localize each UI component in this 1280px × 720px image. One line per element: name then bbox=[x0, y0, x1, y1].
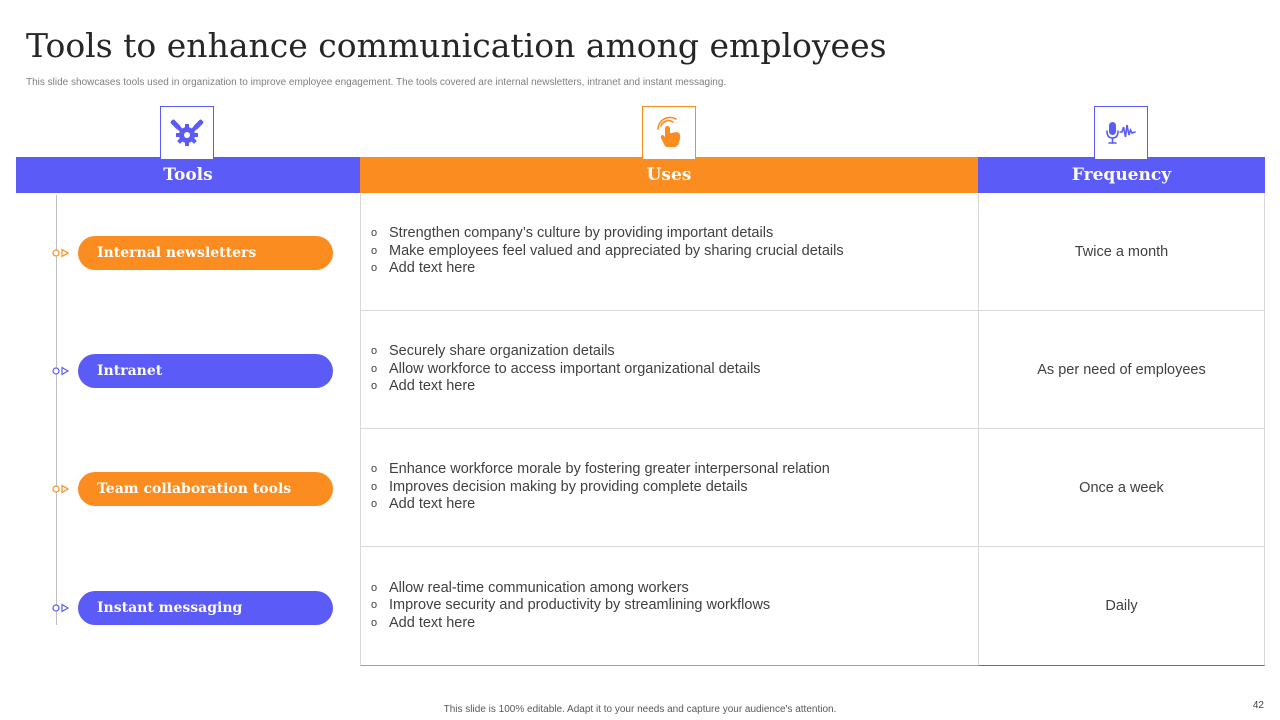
uses-list: o Securely share organization details o Al… bbox=[371, 343, 761, 396]
uses-icon-box bbox=[642, 106, 696, 160]
list-item: o Add text here bbox=[371, 614, 476, 631]
list-item: o Strengthen company’s culture by providi… bbox=[371, 225, 774, 242]
uses-column: o Strengthen company’s culture by providi… bbox=[360, 193, 978, 666]
microphone-icon bbox=[1106, 122, 1136, 144]
uses-list: o Strengthen company’s culture by providi… bbox=[371, 225, 844, 278]
uses-cell: o Enhance workforce morale by fostering g… bbox=[361, 429, 978, 547]
frequency-cell: Once a week bbox=[979, 429, 1264, 547]
circle-arrow-marker-icon bbox=[52, 484, 70, 494]
list-item: o Improve security and productivity by st… bbox=[371, 597, 771, 614]
frequency-cell: Twice a month bbox=[979, 193, 1264, 311]
frequency-column: Twice a month As per need of employees O… bbox=[978, 193, 1265, 666]
page-subtitle: This slide showcases tools used in organ… bbox=[26, 77, 727, 88]
list-item: o Allow workforce to access important org… bbox=[371, 360, 761, 377]
uses-cell: o Securely share organization details o Al… bbox=[361, 311, 978, 429]
tool-pill-internal-newsletters: Internal newsletters bbox=[78, 236, 333, 270]
tool-pill-instant-messaging: Instant messaging bbox=[78, 591, 333, 625]
gear-wrench-icon bbox=[170, 119, 204, 146]
footer-note: This slide is 100% editable. Adapt it to… bbox=[443, 704, 837, 715]
list-item: o Make employees feel valued and apprecia… bbox=[371, 242, 844, 259]
list-item: o Allow real-time communication among wor… bbox=[371, 579, 689, 596]
circle-arrow-marker-icon bbox=[52, 366, 70, 376]
list-item: o Securely share organization details bbox=[371, 343, 615, 360]
circle-arrow-marker-icon bbox=[52, 248, 70, 258]
uses-header: Uses bbox=[360, 157, 978, 193]
frequency-icon-box bbox=[1094, 106, 1148, 160]
tap-hand-icon bbox=[657, 116, 681, 147]
circle-arrow-marker-icon bbox=[52, 603, 70, 613]
page-title: Tools to enhance communication among emp… bbox=[26, 26, 887, 65]
uses-cell: o Strengthen company’s culture by providi… bbox=[361, 193, 978, 311]
tools-icon-box bbox=[160, 106, 214, 160]
tool-pill-team-collaboration: Team collaboration tools bbox=[78, 472, 333, 506]
frequency-cell: As per need of employees bbox=[979, 311, 1264, 429]
timeline-line bbox=[56, 195, 57, 625]
frequency-header: Frequency bbox=[978, 157, 1265, 193]
tool-pill-intranet: Intranet bbox=[78, 354, 333, 388]
page-number: 42 bbox=[1252, 700, 1264, 711]
frequency-cell: Daily bbox=[1105, 598, 1138, 614]
uses-list: o Enhance workforce morale by fostering g… bbox=[371, 461, 830, 514]
list-item: o Add text here bbox=[371, 496, 476, 513]
list-item: o Add text here bbox=[371, 260, 476, 277]
list-item: o Enhance workforce morale by fostering g… bbox=[371, 461, 830, 478]
list-item: o Add text here bbox=[371, 378, 476, 395]
uses-list: o Allow real-time communication among wor… bbox=[371, 580, 770, 633]
tools-header: Tools bbox=[16, 157, 360, 193]
list-item: o Improves decision making by providing c… bbox=[371, 478, 748, 495]
uses-cell: o Allow real-time communication among wor… bbox=[361, 547, 978, 665]
